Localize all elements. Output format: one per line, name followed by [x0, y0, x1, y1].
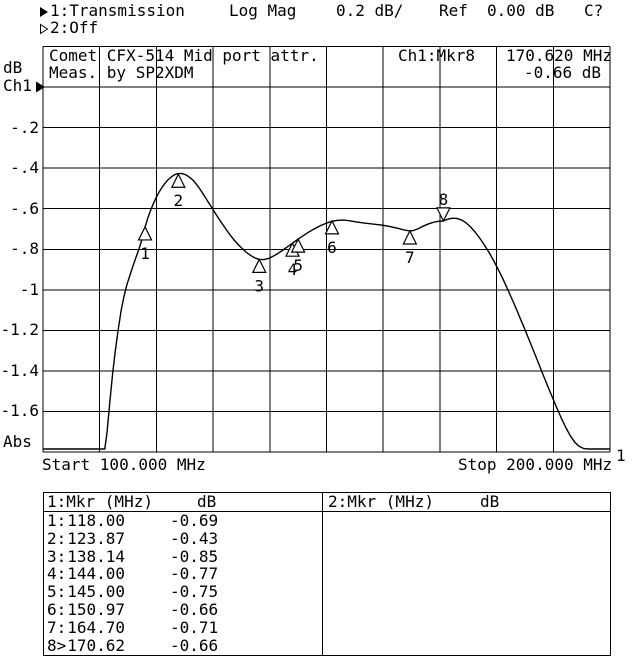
marker-row-7-frequency: 164.70 [67, 617, 125, 637]
readout-value: -0.66 dB [524, 63, 602, 82]
marker-row-6-frequency: 150.97 [67, 600, 125, 619]
marker-row-6-number: 6: [47, 600, 67, 619]
marker-number-5: 5 [293, 256, 303, 275]
marker-number-7: 7 [405, 248, 415, 267]
marker-symbol-3 [251, 258, 267, 273]
marker-symbol-6 [324, 219, 340, 235]
marker-1: 1 [137, 225, 153, 263]
yaxis-channel: Ch1 [3, 76, 32, 95]
cal-status: C? [584, 1, 604, 20]
marker-row-7-value: -0.71 [170, 617, 219, 637]
yaxis-label--.2: -.2 [10, 117, 39, 137]
yaxis-label--.4: -.4 [10, 158, 39, 178]
marker-symbol-5 [290, 237, 306, 253]
marker-table2-header: 2:Mkr (MHz) [328, 492, 434, 511]
marker-row-2-frequency: 123.87 [67, 528, 125, 548]
trace1-format: Log Mag [229, 1, 297, 20]
marker-row-4-frequency: 144.00 [67, 564, 125, 584]
marker-row-4-number: 4: [47, 564, 67, 584]
trace1-scale: 0.2 dB/ [336, 1, 404, 20]
marker-table-header-rule [43, 511, 611, 512]
marker-2: 2 [170, 172, 186, 210]
marker-row-2-value: -0.43 [170, 528, 219, 548]
marker-number-6: 6 [327, 238, 337, 257]
trace-line [43, 172, 610, 450]
trace1-label: 1:Transmission [50, 1, 185, 20]
marker-row-5-frequency: 145.00 [67, 582, 125, 602]
xaxis-start-label: Start 100.000 MHz [42, 455, 206, 474]
ref-value: 0.00 dB [487, 1, 555, 20]
marker-5: 5 [290, 237, 306, 275]
marker-symbol-2 [170, 172, 186, 188]
readout-frequency: 170.620 MHz [506, 46, 612, 65]
marker-row-2-number: 2: [47, 528, 67, 548]
trace1-active-arrow-icon [40, 5, 49, 23]
marker-7: 7 [402, 229, 418, 267]
marker-number-1: 1 [140, 244, 150, 263]
marker-row-5-number: 5: [47, 582, 67, 602]
yaxis-label--1.2: -1.2 [0, 320, 39, 340]
yaxis-label--1.6: -1.6 [0, 401, 39, 421]
yaxis-label--.6: -.6 [10, 198, 39, 218]
xaxis-stop-label: Stop 200.000 MHz [458, 455, 613, 474]
marker-table-divider [322, 492, 323, 656]
trace2-label: 2:Off [50, 18, 99, 37]
marker-table2-header-unit: dB [480, 492, 500, 511]
marker-number-4: 4 [288, 260, 298, 279]
marker-row-3-value: -0.85 [170, 546, 219, 566]
yaxis-label--.8: -.8 [10, 239, 39, 259]
trace-number-label: 1 [616, 446, 626, 465]
marker-table1-header: 1:Mkr (MHz) [47, 492, 153, 511]
marker-row-1-frequency: 118.00 [67, 511, 125, 530]
plot-title-line2: Meas. by SP2XDM [49, 63, 194, 82]
marker-row-3-frequency: 138.14 [67, 546, 125, 566]
yaxis-unit: dB [3, 58, 23, 77]
readout-channel: Ch1:Mkr8 [398, 46, 476, 65]
marker-row-8-frequency: 170.62 [67, 635, 125, 655]
ref-level-pointer-icon [36, 81, 45, 93]
marker-symbol-7 [402, 229, 418, 245]
plot-title-line1: Comet CFX-514 Mid port attr. [49, 46, 319, 65]
marker-row-6-value: -0.66 [170, 600, 219, 619]
marker-3: 3 [251, 258, 267, 295]
yaxis-mode: Abs [3, 432, 32, 451]
marker-row-1-number: 1: [47, 511, 67, 530]
marker-row-8-number: 8> [47, 635, 67, 655]
marker-table1-header-unit: dB [197, 492, 217, 511]
marker-row-3-number: 3: [47, 546, 67, 566]
ref-label: Ref [439, 1, 468, 20]
marker-number-8: 8 [439, 190, 449, 209]
marker-number-2: 2 [174, 191, 184, 210]
marker-row-8-value: -0.66 [170, 635, 219, 655]
marker-6: 6 [324, 219, 340, 257]
marker-number-3: 3 [254, 276, 264, 295]
yaxis-label--1.4: -1.4 [0, 360, 39, 380]
marker-row-4-value: -0.77 [170, 564, 219, 584]
marker-row-1-value: -0.69 [170, 511, 219, 530]
marker-row-7-number: 7: [47, 617, 67, 637]
marker-symbol-8 [435, 207, 451, 223]
marker-row-5-value: -0.75 [170, 582, 219, 602]
trace2-inactive-arrow-icon [40, 22, 49, 40]
marker-8: 8 [435, 190, 451, 223]
graticule-grid [42, 46, 611, 453]
yaxis-label--1: -1 [19, 279, 39, 299]
marker-symbol-1 [137, 225, 153, 241]
marker-table [43, 492, 611, 656]
